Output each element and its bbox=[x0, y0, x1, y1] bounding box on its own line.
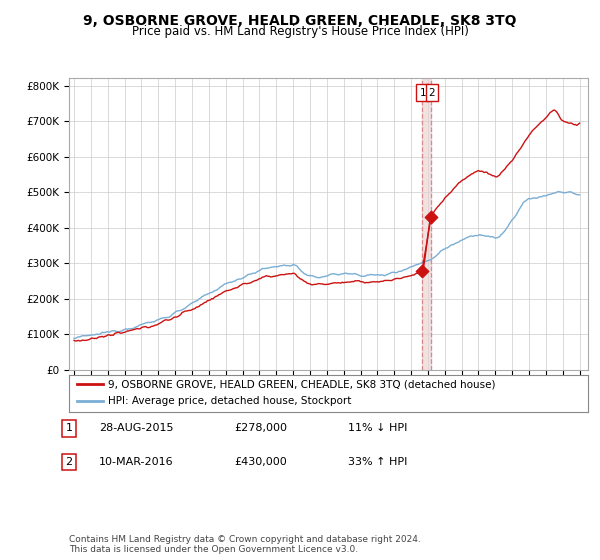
Text: £278,000: £278,000 bbox=[234, 423, 287, 433]
Text: 9, OSBORNE GROVE, HEALD GREEN, CHEADLE, SK8 3TQ: 9, OSBORNE GROVE, HEALD GREEN, CHEADLE, … bbox=[83, 14, 517, 28]
Text: 28-AUG-2015: 28-AUG-2015 bbox=[99, 423, 173, 433]
Text: Price paid vs. HM Land Registry's House Price Index (HPI): Price paid vs. HM Land Registry's House … bbox=[131, 25, 469, 38]
Text: HPI: Average price, detached house, Stockport: HPI: Average price, detached house, Stoc… bbox=[108, 396, 352, 407]
Text: 2: 2 bbox=[65, 457, 73, 467]
Text: 1: 1 bbox=[419, 87, 426, 97]
Text: 1: 1 bbox=[65, 423, 73, 433]
Text: 10-MAR-2016: 10-MAR-2016 bbox=[99, 457, 173, 467]
Text: 9, OSBORNE GROVE, HEALD GREEN, CHEADLE, SK8 3TQ (detached house): 9, OSBORNE GROVE, HEALD GREEN, CHEADLE, … bbox=[108, 379, 496, 389]
Text: 11% ↓ HPI: 11% ↓ HPI bbox=[348, 423, 407, 433]
Text: 33% ↑ HPI: 33% ↑ HPI bbox=[348, 457, 407, 467]
Bar bbox=[422, 78, 431, 370]
Point bbox=[417, 267, 427, 276]
Text: 2: 2 bbox=[428, 87, 435, 97]
Text: Contains HM Land Registry data © Crown copyright and database right 2024.
This d: Contains HM Land Registry data © Crown c… bbox=[69, 535, 421, 554]
Point bbox=[427, 212, 436, 221]
Text: £430,000: £430,000 bbox=[234, 457, 287, 467]
